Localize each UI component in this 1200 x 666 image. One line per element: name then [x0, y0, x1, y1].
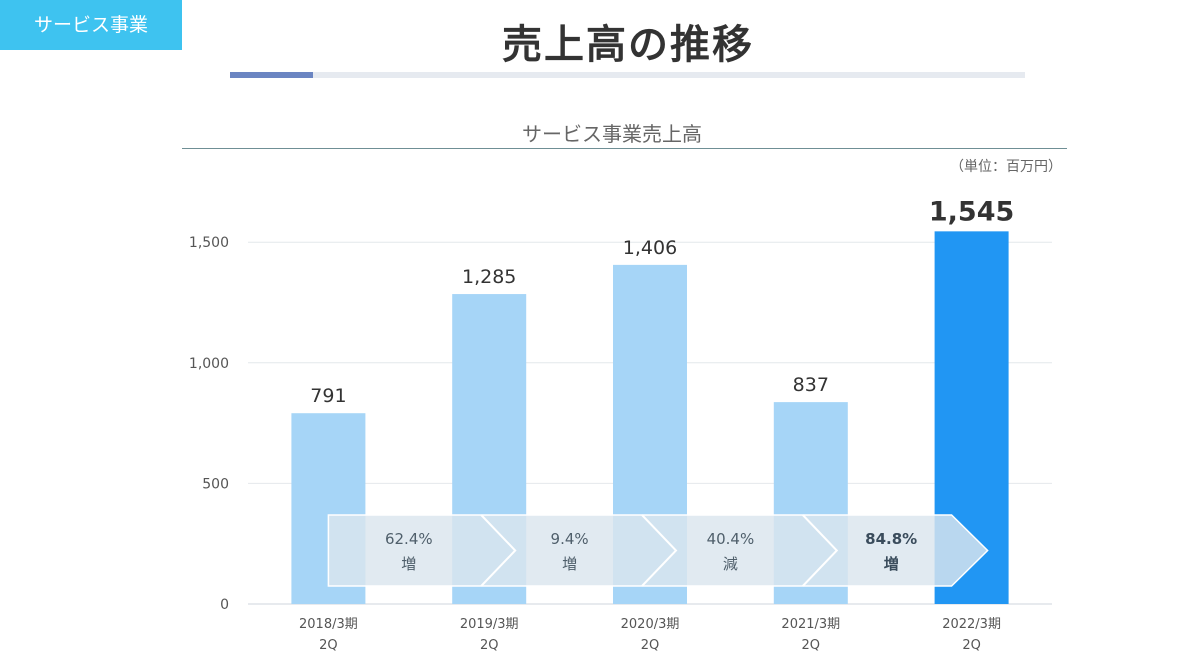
y-tick-label: 1,500	[189, 235, 229, 251]
growth-rate-label: 84.8%	[865, 530, 917, 548]
title-rule-accent	[230, 72, 313, 78]
growth-arrow-band	[327, 514, 989, 587]
x-tick-sublabel: 2Q	[319, 638, 338, 653]
x-tick-label: 2021/3期	[781, 617, 840, 632]
unit-label: （単位：百万円）	[950, 159, 1062, 175]
label-layer: 791 2018/3期 2Q 1,285 2019/3期 2Q 1,406 2020/3期 2Q…	[299, 196, 1014, 653]
section-badge: サービス事業	[0, 0, 182, 50]
x-tick-label: 2019/3期	[460, 617, 519, 632]
title-rule	[230, 72, 1025, 78]
growth-rate-label: 62.4%	[385, 530, 433, 548]
bar-value-label: 791	[310, 385, 346, 407]
growth-rate-label: 40.4%	[707, 530, 755, 548]
bar-value-label: 1,545	[929, 196, 1014, 227]
page-title: 売上高の推移	[502, 22, 754, 68]
arrow-chevron	[641, 514, 678, 587]
x-tick-label: 2022/3期	[942, 617, 1001, 632]
growth-direction-label: 減	[723, 555, 738, 573]
growth-arrow-layer	[327, 514, 989, 587]
bar-value-label: 1,406	[623, 237, 677, 259]
x-tick-sublabel: 2Q	[802, 638, 821, 653]
bar-value-label: 837	[793, 374, 829, 396]
growth-direction-label: 増	[401, 555, 416, 573]
y-tick-label: 500	[202, 476, 229, 492]
y-tick-label: 1,000	[189, 356, 229, 372]
x-tick-sublabel: 2Q	[480, 638, 499, 653]
arrow-chevron	[802, 514, 839, 587]
y-tick-label: 0	[220, 597, 229, 613]
chart-title: サービス事業売上高	[522, 122, 702, 146]
arrow-chevron	[480, 514, 517, 587]
chart-title-rule	[182, 148, 1067, 149]
growth-rate-label: 9.4%	[551, 530, 589, 548]
x-tick-label: 2020/3期	[621, 617, 680, 632]
bar-value-label: 1,285	[462, 266, 516, 288]
x-tick-sublabel: 2Q	[641, 638, 660, 653]
x-tick-sublabel: 2Q	[962, 638, 981, 653]
x-tick-label: 2018/3期	[299, 617, 358, 632]
growth-direction-label: 増	[562, 555, 577, 573]
growth-direction-label: 増	[884, 555, 899, 573]
